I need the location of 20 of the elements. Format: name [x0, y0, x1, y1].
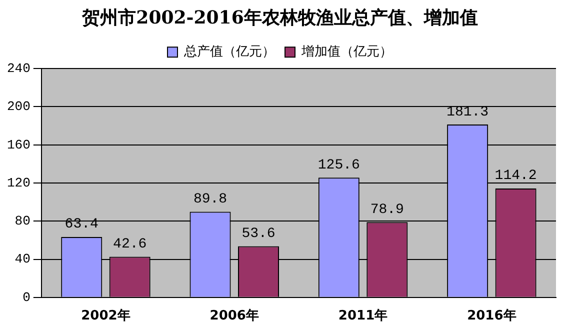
legend-label: 总产值（亿元）: [183, 44, 275, 60]
data-label: 42.6: [113, 236, 147, 252]
x-tick-label: 2002年: [81, 308, 130, 324]
y-tick-label: 120: [7, 175, 30, 190]
data-label: 53.6: [242, 226, 276, 242]
y-tick-label: 200: [7, 99, 30, 114]
y-tick-label: 80: [14, 214, 30, 229]
data-label: 125.6: [318, 157, 360, 174]
y-tick-label: 160: [7, 137, 30, 152]
legend-label: 增加值（亿元）: [300, 44, 392, 60]
y-tick-label: 240: [7, 61, 30, 76]
x-tick-label: 2011年: [338, 308, 388, 324]
y-tick-label: 40: [14, 252, 30, 267]
chart-title: 贺州市2002-2016年农林牧渔业总产值、增加值: [81, 7, 478, 28]
x-tick-label: 2006年: [210, 308, 259, 324]
data-label: 89.8: [193, 191, 228, 208]
y-tick-label: 0: [22, 290, 30, 305]
x-tick-label: 2016年: [467, 308, 516, 324]
data-label: 114.2: [494, 168, 537, 184]
data-label: 78.9: [370, 202, 404, 218]
